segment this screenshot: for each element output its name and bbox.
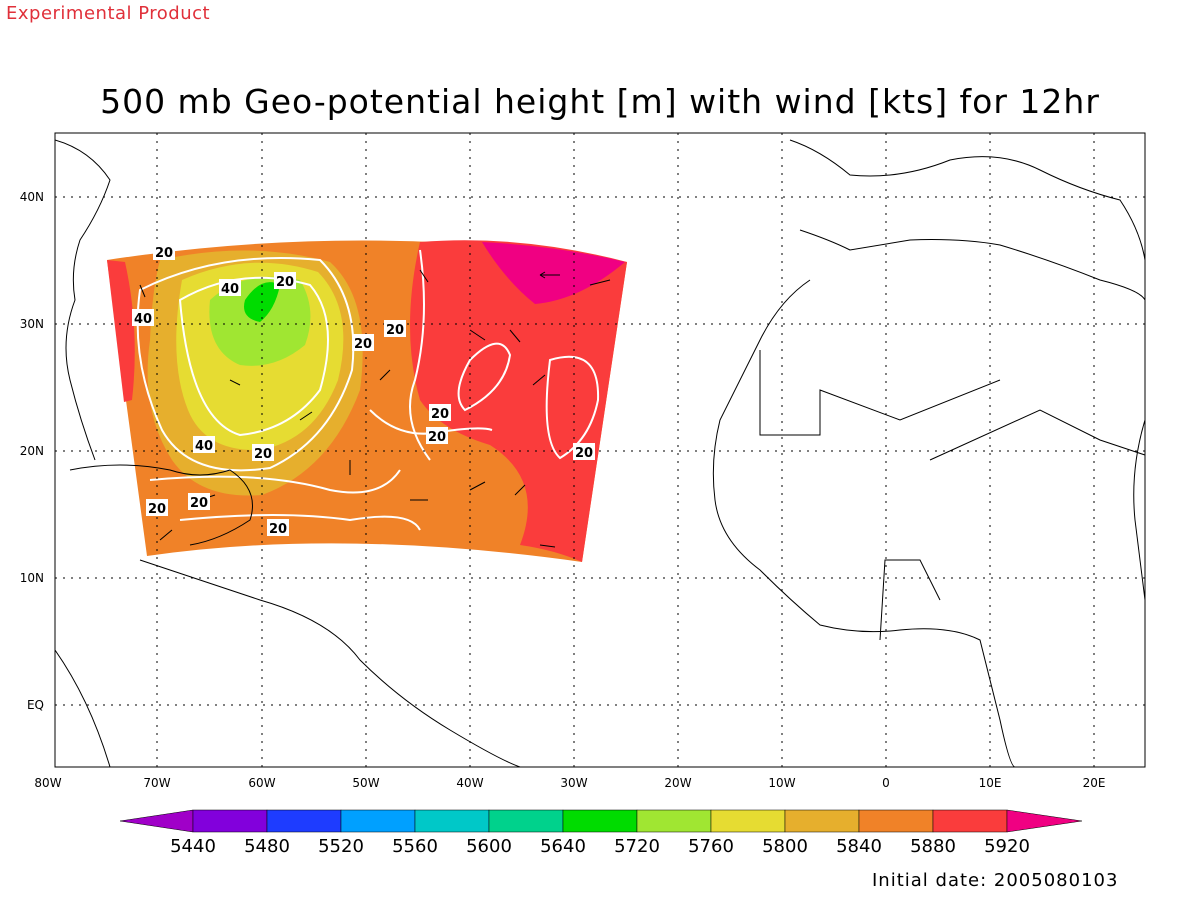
colorbar-segment <box>784 809 860 833</box>
plot-frame <box>54 132 1146 768</box>
colorbar-segment <box>266 809 342 833</box>
lon-tick-label: 20E <box>1083 776 1106 790</box>
svg-text:40: 40 <box>134 312 152 327</box>
svg-text:20: 20 <box>575 446 593 461</box>
colorbar-segment <box>562 809 638 833</box>
colorbar-level-label: 5520 <box>318 836 364 857</box>
lat-tick-label: 40N <box>20 190 44 204</box>
svg-text:40: 40 <box>195 439 213 454</box>
lon-tick-label: 10E <box>979 776 1002 790</box>
lon-tick-label: 60W <box>248 776 275 790</box>
height-field <box>107 240 627 563</box>
contour-label: 20 <box>352 334 374 352</box>
lat-tick-label: EQ <box>27 698 44 712</box>
colorbar-arrow-left <box>119 809 194 833</box>
contour-labels: 20 40 20 40 20 20 20 20 40 20 20 20 20 20 <box>132 243 595 537</box>
colorbar-segment <box>858 809 934 833</box>
svg-text:20: 20 <box>269 522 287 537</box>
colorbar-level-label: 5760 <box>688 836 734 857</box>
lon-tick-label: 40W <box>456 776 483 790</box>
colorbar-arrow-right <box>1006 809 1083 833</box>
colorbar-level-label: 5800 <box>762 836 808 857</box>
contour-label: 40 <box>132 309 154 327</box>
colorbar-level-label: 5720 <box>614 836 660 857</box>
lat-tick-label: 30N <box>20 317 44 331</box>
colorbar: 5440 5480 5520 5560 5600 5640 5720 5760 5800 5840… <box>119 809 1083 857</box>
contour-label: 20 <box>153 243 175 261</box>
contour-label: 20 <box>267 519 289 537</box>
svg-text:40: 40 <box>221 282 239 297</box>
lat-tick-label: 10N <box>20 571 44 585</box>
colorbar-segment <box>414 809 490 833</box>
region-high-northeast <box>482 242 625 304</box>
colorbar-level-label: 5560 <box>392 836 438 857</box>
coastlines <box>55 139 1145 767</box>
latitude-labels: 40N 30N 20N 10N EQ <box>20 190 44 712</box>
colorbar-level-label: 5480 <box>244 836 290 857</box>
colorbar-level-label: 5840 <box>836 836 882 857</box>
colorbar-level-label: 5440 <box>170 836 216 857</box>
initial-date: Initial date: 2005080103 <box>872 870 1119 891</box>
lon-tick-label: 50W <box>352 776 379 790</box>
colorbar-segment <box>636 809 712 833</box>
longitude-labels: 80W 70W 60W 50W 40W 30W 20W 10W 0 10E 20E <box>34 776 1105 790</box>
svg-text:20: 20 <box>276 275 294 290</box>
contour-label: 40 <box>193 436 215 454</box>
lat-lon-grid <box>55 133 1145 767</box>
lon-tick-label: 70W <box>143 776 170 790</box>
contour-label: 20 <box>429 404 451 422</box>
svg-text:20: 20 <box>428 430 446 445</box>
contour-label: 20 <box>274 272 296 290</box>
colorbar-segment <box>710 809 786 833</box>
contour-label: 20 <box>573 443 595 461</box>
map-title: 500 mb Geo-potential height [m] with win… <box>100 82 1100 121</box>
svg-text:20: 20 <box>354 337 372 352</box>
lon-tick-label: 30W <box>560 776 587 790</box>
svg-text:20: 20 <box>155 246 173 261</box>
region-5920-west-edge <box>107 260 135 402</box>
colorbar-segment <box>488 809 564 833</box>
svg-text:20: 20 <box>148 502 166 517</box>
svg-text:20: 20 <box>431 407 449 422</box>
svg-text:20: 20 <box>190 496 208 511</box>
colorbar-level-label: 5640 <box>540 836 586 857</box>
colorbar-segment <box>192 809 268 833</box>
svg-text:20: 20 <box>386 323 404 338</box>
colorbar-level-label: 5880 <box>910 836 956 857</box>
lon-tick-label: 80W <box>34 776 61 790</box>
colorbar-segment <box>932 809 1008 833</box>
svg-text:20: 20 <box>254 447 272 462</box>
contour-label: 20 <box>426 427 448 445</box>
colorbar-level-label: 5600 <box>466 836 512 857</box>
lon-tick-label: 10W <box>768 776 795 790</box>
contour-label: 40 <box>219 279 241 297</box>
lon-tick-label: 20W <box>664 776 691 790</box>
contour-label: 20 <box>188 493 210 511</box>
colorbar-level-label: 5920 <box>984 836 1030 857</box>
colorbar-segment <box>340 809 416 833</box>
contour-label: 20 <box>384 320 406 338</box>
region-5920-east <box>410 240 627 562</box>
lon-tick-label: 0 <box>882 776 890 790</box>
contour-label: 20 <box>146 499 168 517</box>
experimental-product-note: Experimental Product <box>6 3 211 24</box>
lat-tick-label: 20N <box>20 444 44 458</box>
contour-label: 20 <box>252 444 274 462</box>
